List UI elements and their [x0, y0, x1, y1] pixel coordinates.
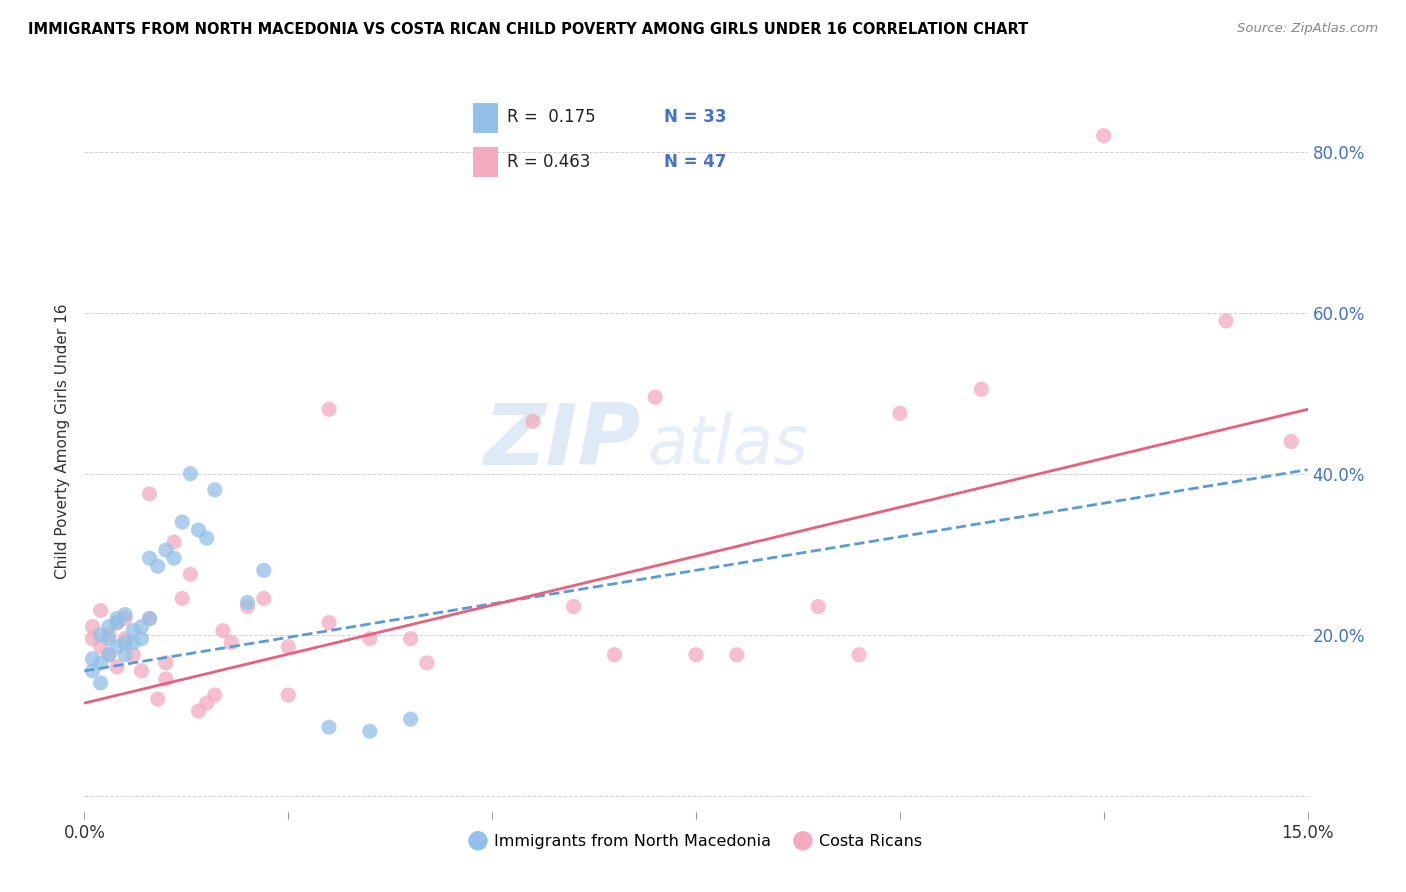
- Point: [1279, 434, 1302, 449]
- Point: [807, 599, 830, 614]
- Point: [114, 648, 136, 662]
- Point: [195, 696, 218, 710]
- Point: [318, 720, 340, 734]
- Point: [253, 591, 276, 606]
- Point: [399, 712, 422, 726]
- Point: [114, 607, 136, 622]
- Point: [155, 672, 177, 686]
- Point: [138, 487, 160, 501]
- Point: [105, 615, 128, 630]
- Point: [236, 599, 259, 614]
- Point: [122, 648, 145, 662]
- Point: [155, 656, 177, 670]
- Point: [318, 615, 340, 630]
- Point: [212, 624, 235, 638]
- Point: [187, 704, 209, 718]
- Point: [97, 628, 120, 642]
- Point: [105, 640, 128, 654]
- Point: [1092, 128, 1115, 143]
- Point: [562, 599, 585, 614]
- Point: [644, 390, 666, 404]
- Point: [138, 611, 160, 625]
- Point: [253, 563, 276, 577]
- Point: [848, 648, 870, 662]
- Point: [1215, 314, 1237, 328]
- Point: [114, 632, 136, 646]
- Point: [970, 382, 993, 396]
- Text: IMMIGRANTS FROM NORTH MACEDONIA VS COSTA RICAN CHILD POVERTY AMONG GIRLS UNDER 1: IMMIGRANTS FROM NORTH MACEDONIA VS COSTA…: [28, 22, 1028, 37]
- Point: [122, 636, 145, 650]
- Point: [889, 406, 911, 420]
- Point: [105, 660, 128, 674]
- Point: [204, 483, 226, 497]
- Point: [105, 611, 128, 625]
- Point: [277, 640, 299, 654]
- Y-axis label: Child Poverty Among Girls Under 16: Child Poverty Among Girls Under 16: [55, 304, 70, 579]
- Point: [97, 619, 120, 633]
- Point: [277, 688, 299, 702]
- Point: [82, 619, 104, 633]
- Point: [155, 543, 177, 558]
- Point: [82, 632, 104, 646]
- Point: [105, 615, 128, 630]
- Point: [318, 402, 340, 417]
- Text: Source: ZipAtlas.com: Source: ZipAtlas.com: [1237, 22, 1378, 36]
- Point: [138, 551, 160, 566]
- Point: [359, 724, 381, 739]
- Point: [146, 692, 169, 706]
- Point: [97, 632, 120, 646]
- Point: [172, 515, 194, 529]
- Point: [179, 567, 201, 582]
- Point: [82, 664, 104, 678]
- Point: [82, 652, 104, 666]
- Point: [179, 467, 201, 481]
- Point: [416, 656, 439, 670]
- Point: [131, 619, 153, 633]
- Point: [114, 611, 136, 625]
- Point: [97, 648, 120, 662]
- Point: [685, 648, 707, 662]
- Point: [90, 603, 112, 617]
- Point: [163, 535, 186, 549]
- Point: [359, 632, 381, 646]
- Point: [131, 664, 153, 678]
- Text: atlas: atlas: [647, 412, 808, 478]
- Point: [236, 595, 259, 609]
- Point: [522, 414, 544, 428]
- Point: [195, 531, 218, 545]
- Point: [114, 636, 136, 650]
- Point: [725, 648, 748, 662]
- Point: [187, 523, 209, 537]
- Point: [163, 551, 186, 566]
- Point: [172, 591, 194, 606]
- Point: [603, 648, 626, 662]
- Point: [219, 636, 242, 650]
- Point: [122, 624, 145, 638]
- Point: [131, 632, 153, 646]
- Point: [90, 656, 112, 670]
- Text: ZIP: ZIP: [484, 400, 641, 483]
- Point: [90, 676, 112, 690]
- Point: [399, 632, 422, 646]
- Point: [97, 648, 120, 662]
- Point: [90, 628, 112, 642]
- Legend: Immigrants from North Macedonia, Costa Ricans: Immigrants from North Macedonia, Costa R…: [464, 827, 928, 855]
- Point: [204, 688, 226, 702]
- Point: [90, 640, 112, 654]
- Point: [138, 611, 160, 625]
- Point: [146, 559, 169, 574]
